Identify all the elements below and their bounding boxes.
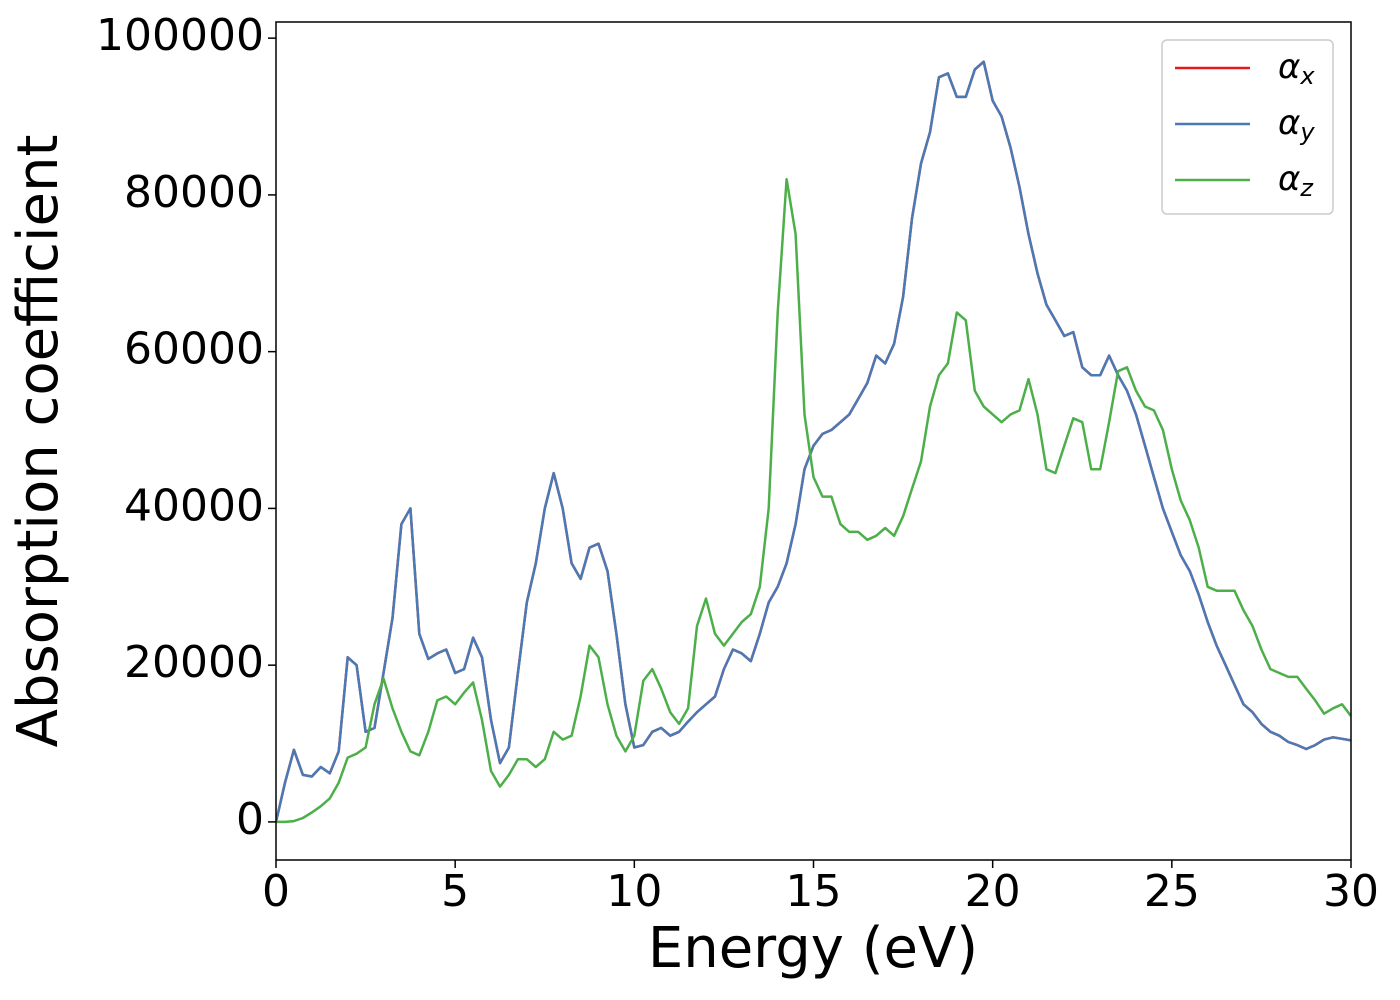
y-tick-label: 60000 [124,324,264,375]
legend-box [1161,39,1334,215]
x-axis-label: Energy (eV) [648,916,978,981]
x-tick-label: 20 [965,866,1021,917]
series-line [276,177,1351,824]
legend-symbol: α [1278,159,1300,199]
series-line [276,60,1351,823]
legend-label: αz [1278,159,1314,203]
legend-symbol: α [1278,47,1300,87]
legend-label: αx [1278,47,1315,91]
legend-subscript: x [1299,62,1315,90]
y-tick-label: 80000 [124,167,264,218]
x-tick-label: 30 [1323,866,1379,917]
y-tick-label: 100000 [96,10,264,61]
legend-symbol: α [1278,103,1300,143]
legend-label: αy [1278,103,1315,147]
y-axis-label: Absorption coefficient [6,135,71,748]
x-tick-label: 25 [1144,866,1200,917]
legend-subscript: z [1299,174,1314,202]
y-tick-label: 0 [236,794,264,845]
legend-subscript: y [1299,118,1315,146]
x-tick-label: 10 [606,866,662,917]
x-tick-label: 0 [262,866,290,917]
x-tick-label: 5 [441,866,469,917]
y-tick-label: 40000 [124,480,264,531]
y-tick-label: 20000 [124,637,264,688]
x-tick-label: 15 [786,866,842,917]
plot-frame [275,21,1352,861]
